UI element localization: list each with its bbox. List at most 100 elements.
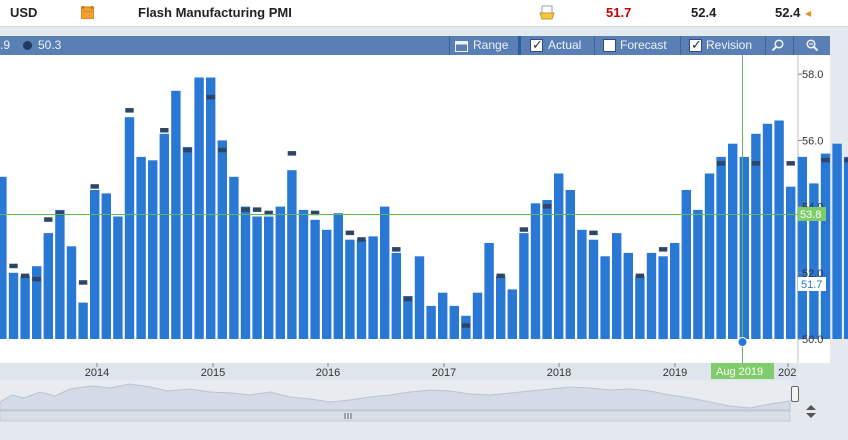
bar[interactable]: [704, 173, 715, 340]
bar[interactable]: [182, 147, 193, 339]
bar[interactable]: [403, 296, 413, 339]
bar[interactable]: [577, 229, 587, 339]
bar[interactable]: [565, 190, 575, 339]
bar[interactable]: [66, 246, 77, 339]
bar[interactable]: [844, 156, 848, 339]
bar[interactable]: [206, 77, 216, 340]
bar[interactable]: [345, 239, 355, 339]
bar[interactable]: [693, 209, 703, 339]
bar[interactable]: [322, 229, 332, 339]
actual-toggle-label[interactable]: Actual: [548, 38, 582, 52]
bar[interactable]: [90, 190, 100, 339]
zoom-out-icon[interactable]: [805, 39, 819, 52]
revision-marker: [461, 323, 471, 328]
bar[interactable]: [472, 292, 483, 339]
scrollbar-grip-icon[interactable]: [344, 413, 352, 419]
revision-checkbox[interactable]: ✓: [689, 37, 702, 52]
bar[interactable]: [762, 123, 773, 339]
bar[interactable]: [484, 243, 494, 339]
bar[interactable]: [496, 276, 506, 339]
bar[interactable]: [101, 193, 111, 339]
bar[interactable]: [554, 173, 564, 340]
bar[interactable]: [635, 276, 645, 339]
bar[interactable]: [264, 216, 274, 340]
bar[interactable]: [136, 156, 146, 339]
bar[interactable]: [78, 302, 88, 339]
bar[interactable]: [159, 133, 169, 339]
bar[interactable]: [809, 183, 819, 339]
legend-dot-icon: [23, 41, 32, 50]
range-button[interactable]: Range: [473, 38, 509, 52]
bar[interactable]: [148, 160, 158, 339]
revision-toggle-label[interactable]: Revision: [706, 38, 753, 52]
bar[interactable]: [670, 243, 680, 339]
bar[interactable]: [658, 256, 668, 340]
bar[interactable]: [728, 143, 738, 339]
bar[interactable]: [333, 213, 343, 339]
bar[interactable]: [217, 140, 227, 339]
zoom-in-icon[interactable]: [771, 39, 785, 52]
bar[interactable]: [820, 153, 831, 339]
calendar-icon[interactable]: [455, 39, 468, 52]
bar[interactable]: [600, 256, 610, 340]
bar[interactable]: [426, 305, 436, 339]
bar[interactable]: [414, 256, 425, 340]
actual-checkbox[interactable]: ✓: [530, 37, 543, 52]
currency-label: USD: [10, 5, 38, 20]
bar[interactable]: [380, 206, 390, 339]
revision-marker: [542, 204, 552, 209]
bar[interactable]: [751, 133, 761, 339]
bar[interactable]: [310, 219, 320, 339]
bar[interactable]: [507, 289, 517, 339]
bar[interactable]: [646, 252, 657, 339]
bar[interactable]: [438, 292, 448, 339]
bar[interactable]: [739, 156, 749, 339]
forecast-checkbox[interactable]: [603, 39, 616, 52]
bar[interactable]: [43, 233, 53, 339]
bar[interactable]: [612, 233, 622, 339]
bar[interactable]: [716, 156, 726, 339]
navigator-handle[interactable]: [791, 386, 799, 402]
bar[interactable]: [229, 176, 239, 339]
revision-marker: [310, 210, 320, 216]
bar[interactable]: [298, 209, 309, 339]
bar[interactable]: [786, 186, 796, 339]
crosshair-point-marker[interactable]: [737, 337, 748, 347]
bar[interactable]: [391, 252, 401, 339]
bar[interactable]: [542, 200, 552, 339]
bar[interactable]: [530, 203, 541, 339]
bar[interactable]: [519, 233, 529, 339]
bar[interactable]: [287, 170, 297, 339]
bar[interactable]: [20, 276, 30, 339]
bar[interactable]: [774, 120, 784, 340]
bar[interactable]: [681, 190, 691, 339]
bar[interactable]: [797, 156, 807, 339]
revision-marker: [218, 147, 227, 153]
bar[interactable]: [356, 239, 367, 339]
report-icon[interactable]: [539, 5, 555, 20]
event-name[interactable]: Flash Manufacturing PMI: [138, 5, 292, 20]
bar[interactable]: [113, 216, 123, 340]
bar[interactable]: [623, 252, 633, 339]
bar[interactable]: [449, 305, 459, 339]
bar[interactable]: [8, 272, 19, 339]
bar[interactable]: [0, 176, 7, 339]
x-axis-band: [0, 363, 798, 380]
overview-scrollbar[interactable]: [0, 410, 791, 422]
bar[interactable]: [832, 143, 842, 339]
bar[interactable]: [368, 236, 378, 339]
revision-marker: [403, 296, 413, 302]
bar[interactable]: [194, 77, 204, 340]
bar[interactable]: [32, 266, 42, 339]
scroll-arrows-icon[interactable]: [806, 405, 816, 418]
bar[interactable]: [252, 216, 262, 340]
revision-marker: [44, 217, 53, 222]
bar[interactable]: [275, 206, 285, 339]
forecast-toggle-label[interactable]: Forecast: [620, 38, 667, 52]
bar[interactable]: [240, 206, 251, 339]
bar[interactable]: [55, 209, 65, 339]
revision-marker: [183, 147, 192, 153]
bar[interactable]: [588, 239, 599, 339]
y-tick-label: 50.0: [802, 334, 823, 346]
bar[interactable]: [124, 117, 135, 339]
